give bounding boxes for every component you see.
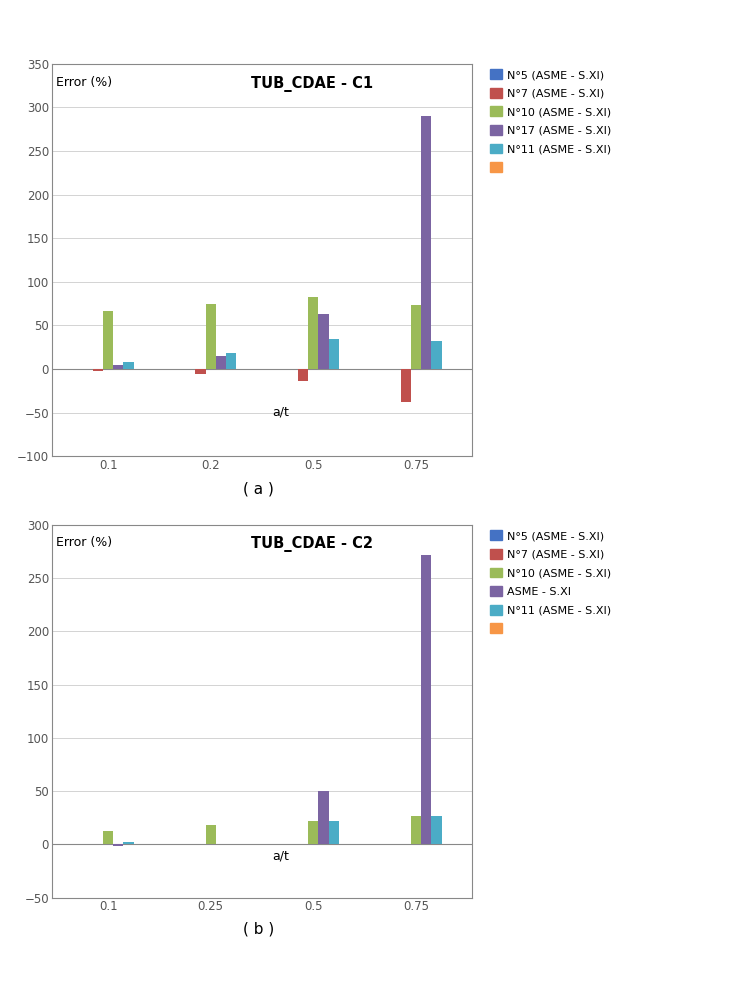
Bar	[401, 369, 411, 402]
Bar	[103, 311, 113, 369]
Bar	[421, 116, 431, 369]
Bar	[298, 369, 308, 382]
Bar	[328, 339, 339, 369]
Text: Error (%): Error (%)	[56, 76, 112, 88]
Bar	[318, 791, 328, 845]
Bar	[123, 362, 134, 369]
Bar	[93, 369, 103, 371]
Bar	[308, 297, 318, 369]
Text: TUB_CDAE - C1: TUB_CDAE - C1	[252, 76, 373, 91]
Text: a/t: a/t	[272, 406, 289, 419]
Bar	[113, 365, 123, 369]
Text: a/t: a/t	[272, 850, 289, 862]
Text: ( a ): ( a )	[243, 482, 274, 496]
Bar	[421, 554, 431, 845]
Bar	[196, 369, 206, 374]
Bar	[411, 305, 421, 369]
Bar	[328, 821, 339, 845]
Bar	[113, 845, 123, 847]
Bar	[226, 353, 236, 369]
Text: TUB_CDAE - C2: TUB_CDAE - C2	[252, 536, 373, 552]
Bar	[431, 341, 441, 369]
Bar	[318, 314, 328, 369]
Bar	[215, 356, 226, 369]
Text: ( b ): ( b )	[243, 922, 274, 937]
Bar	[206, 304, 215, 369]
Legend: N°5 (ASME - S.XI), N°7 (ASME - S.XI), N°10 (ASME - S.XI), N°17 (ASME - S.XI), N°: N°5 (ASME - S.XI), N°7 (ASME - S.XI), N°…	[491, 70, 611, 173]
Bar	[431, 815, 441, 845]
Legend: N°5 (ASME - S.XI), N°7 (ASME - S.XI), N°10 (ASME - S.XI), ASME - S.XI, N°11 (ASM: N°5 (ASME - S.XI), N°7 (ASME - S.XI), N°…	[491, 531, 611, 634]
Bar	[308, 821, 318, 845]
Bar	[206, 825, 215, 845]
Bar	[103, 831, 113, 845]
Bar	[411, 815, 421, 845]
Bar	[123, 843, 134, 845]
Text: Error (%): Error (%)	[56, 536, 112, 549]
